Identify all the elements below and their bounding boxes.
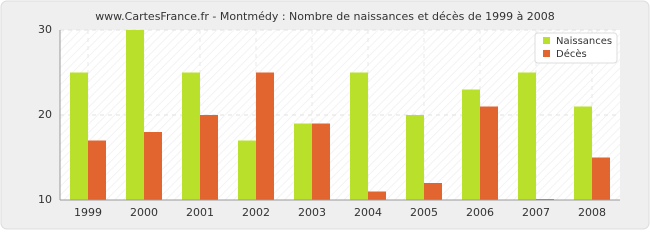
y-tick-label: 30 bbox=[38, 23, 52, 36]
bar bbox=[406, 115, 424, 200]
bar bbox=[312, 123, 330, 200]
legend-swatch bbox=[543, 50, 550, 57]
bar bbox=[574, 106, 592, 200]
bar bbox=[70, 72, 88, 200]
bar bbox=[462, 89, 480, 200]
bar bbox=[294, 123, 312, 200]
x-tick-label: 2000 bbox=[130, 206, 158, 219]
bar bbox=[424, 183, 442, 200]
bar bbox=[350, 72, 368, 200]
bar bbox=[256, 72, 274, 200]
y-tick-label: 10 bbox=[38, 193, 52, 206]
x-tick-label: 2003 bbox=[298, 206, 326, 219]
legend-label: Naissances bbox=[556, 36, 612, 47]
bar bbox=[88, 140, 106, 200]
x-tick-label: 2008 bbox=[578, 206, 606, 219]
x-tick-label: 2006 bbox=[466, 206, 494, 219]
bar bbox=[144, 132, 162, 200]
bar bbox=[518, 72, 536, 200]
bar bbox=[368, 191, 386, 200]
bar bbox=[200, 115, 218, 200]
bar bbox=[592, 157, 610, 200]
bar bbox=[480, 106, 498, 200]
legend-box bbox=[534, 32, 618, 64]
x-tick-label: 2005 bbox=[410, 206, 438, 219]
bar bbox=[182, 72, 200, 200]
bar bbox=[238, 140, 256, 200]
x-tick-label: 2001 bbox=[186, 206, 214, 219]
legend-label: Décès bbox=[556, 48, 587, 60]
x-tick-label: 1999 bbox=[74, 206, 102, 219]
x-tick-label: 2004 bbox=[354, 206, 382, 219]
page: {"chart_data": {"type": "bar", "title": … bbox=[0, 0, 650, 230]
x-tick-label: 2002 bbox=[242, 206, 270, 219]
chart-title: www.CartesFrance.fr - Montmédy : Nombre … bbox=[95, 10, 555, 23]
y-tick-label: 20 bbox=[38, 108, 52, 121]
x-tick-label: 2007 bbox=[522, 206, 550, 219]
bar bbox=[126, 30, 144, 200]
chart: www.CartesFrance.fr - Montmédy : Nombre … bbox=[0, 0, 650, 230]
legend-swatch bbox=[543, 37, 550, 44]
